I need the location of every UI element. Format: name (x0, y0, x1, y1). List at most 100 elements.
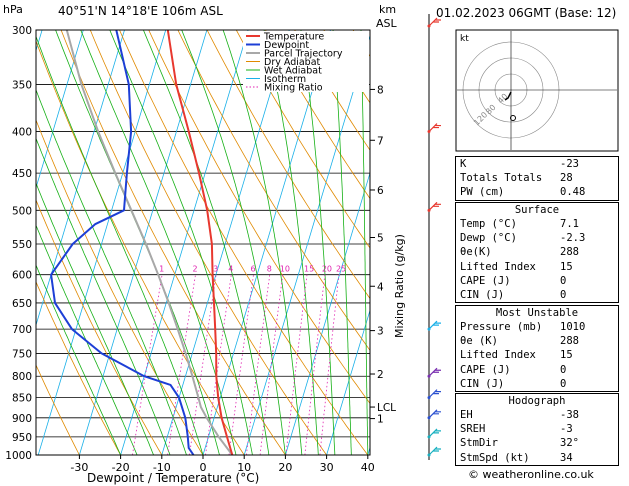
mixing-ratio-line (228, 274, 254, 455)
mixing-ratio-line (259, 274, 284, 455)
hodograph-frame (455, 29, 619, 152)
pressure-tick-label: 550 (12, 239, 32, 251)
pressure-tick-label: 450 (12, 168, 32, 180)
isotherm-line (161, 30, 290, 455)
parcel-trajectory-line (65, 30, 234, 455)
mixing-ratio-line (132, 274, 163, 455)
wet-adiabat-line (36, 137, 171, 455)
mixing-ratio-label: 4 (228, 265, 233, 274)
wet-adiabat-line (36, 35, 204, 455)
x-tick-label: -30 (70, 461, 88, 474)
isotherm-line (326, 308, 370, 455)
x-tick-label: 40 (361, 461, 375, 474)
skewt-background-lines (36, 30, 370, 455)
wet-adiabat-line (109, 30, 253, 455)
surface-row: Dewp (°C) -2.3 (460, 232, 586, 245)
hodograph-row: SREH -3 (460, 423, 573, 436)
hpa-unit: hPa (3, 3, 23, 16)
temperature-line (166, 30, 234, 455)
pressure-tick-label: 350 (12, 79, 32, 91)
indices-table: K -23 Totals Totals 28 PW (cm) 0.48 (455, 156, 619, 201)
dry-adiabat-line (148, 30, 370, 405)
most-unstable-row: Lifted Index 15 (460, 349, 573, 362)
mixing-ratio-label: 2 (192, 265, 197, 274)
km-unit: km (379, 3, 397, 16)
mixing-ratio-label: 6 (250, 265, 255, 274)
pressure-tick-label: 900 (12, 413, 32, 425)
mixing-ratio-label: 20 (322, 265, 332, 274)
wet-adiabat-line (36, 224, 138, 455)
km-tick-label: 7 (377, 135, 384, 147)
mixing-ratio-line (319, 274, 340, 455)
mixing-ratio-label: 10 (280, 265, 290, 274)
isotherm-line (243, 34, 370, 455)
dry-adiabat-line (36, 280, 121, 455)
surface-row: Lifted Index 15 (460, 260, 573, 273)
wind-barb (428, 201, 441, 211)
mixing-ratio-label: 15 (304, 265, 314, 274)
mixing-ratio-axis-label: Mixing Ratio (g/kg) (393, 234, 406, 338)
km-tick-label: 3 (377, 326, 384, 338)
wind-barb (428, 428, 441, 438)
dry-adiabat-line (36, 364, 80, 455)
dry-adiabat-line (60, 30, 286, 455)
legend-label: Dry Adiabat (264, 57, 321, 68)
index-row-pw: PW (cm) 0.48 (460, 186, 586, 199)
pressure-tick-label: 950 (12, 432, 32, 444)
km-tick-label: 5 (377, 232, 384, 244)
most-unstable-table: Most Unstable Pressure (mb) 1010 θe (K) 28… (455, 305, 619, 392)
dry-adiabat-line (235, 30, 370, 249)
surface-title: Surface (514, 204, 560, 216)
index-row-k: K -23 (460, 158, 579, 170)
dry-adiabat-line (36, 118, 204, 455)
x-tick-label: 10 (237, 461, 251, 474)
most-unstable-row: θe (K) 288 (460, 335, 579, 348)
dry-adiabat-line (119, 30, 369, 455)
legend-label: Temperature (263, 32, 324, 43)
wet-adiabat-line (55, 30, 220, 455)
dry-adiabat-line (294, 30, 370, 151)
isotherm-line (37, 30, 167, 455)
x-tick-label: -20 (112, 461, 130, 474)
mixing-ratio-label: 8 (267, 265, 272, 274)
km-tick-label: 8 (377, 84, 384, 96)
wind-barb (428, 409, 441, 419)
wind-barb (428, 123, 441, 132)
most-unstable-title: Most Unstable (495, 307, 579, 319)
km-tick-label: 2 (377, 369, 384, 381)
location-title: 40°51'N 14°18'E 106m ASL (58, 4, 223, 18)
mixing-ratio-label: 25 (336, 265, 346, 274)
x-tick-label: 20 (278, 461, 292, 474)
hodograph-table: Hodograph EH -38 SREH -3 StmDir 32° StmSpd … (455, 393, 619, 466)
legend-label: Mixing Ratio (264, 83, 323, 94)
isotherm-line (285, 171, 370, 455)
pressure-tick-label: 750 (12, 348, 32, 360)
wet-adiabat-line (36, 182, 154, 455)
isotherm-line (202, 30, 331, 455)
wet-adiabat-line (222, 30, 303, 455)
surface-row: CIN (J) 0 (460, 288, 567, 301)
dry-adiabat-line (36, 199, 163, 455)
km-tick-label: 6 (377, 185, 384, 197)
most-unstable-row: Pressure (mb) 1010 (460, 321, 586, 333)
mixing-ratio-label: 3 (213, 265, 218, 274)
wind-barb (428, 367, 441, 377)
dry-adiabat-line (36, 39, 245, 455)
most-unstable-row: CIN (J) 0 (460, 377, 567, 390)
skewt-axes: 1 2 3 4 6 8 10 15 20 2530035040045050055060065070… (5, 25, 396, 474)
hodograph-table-title: Hodograph (508, 395, 566, 407)
hodograph-row: StmSpd (kt) 34 (460, 451, 573, 464)
dry-adiabat-line (177, 30, 370, 351)
asl-unit: ASL (376, 17, 397, 30)
pressure-tick-label: 700 (12, 324, 32, 336)
dry-adiabat-line (206, 30, 370, 300)
wet-adiabat-line (332, 30, 352, 455)
mixing-ratio-line (304, 274, 326, 455)
wet-adiabat-line (181, 30, 286, 455)
pressure-tick-label: 600 (12, 270, 32, 282)
pressure-tick-label: 800 (12, 371, 32, 383)
isotherm-line (79, 30, 208, 455)
index-row-totals: Totals Totals 28 (460, 172, 573, 185)
pressure-tick-label: 300 (12, 25, 32, 37)
